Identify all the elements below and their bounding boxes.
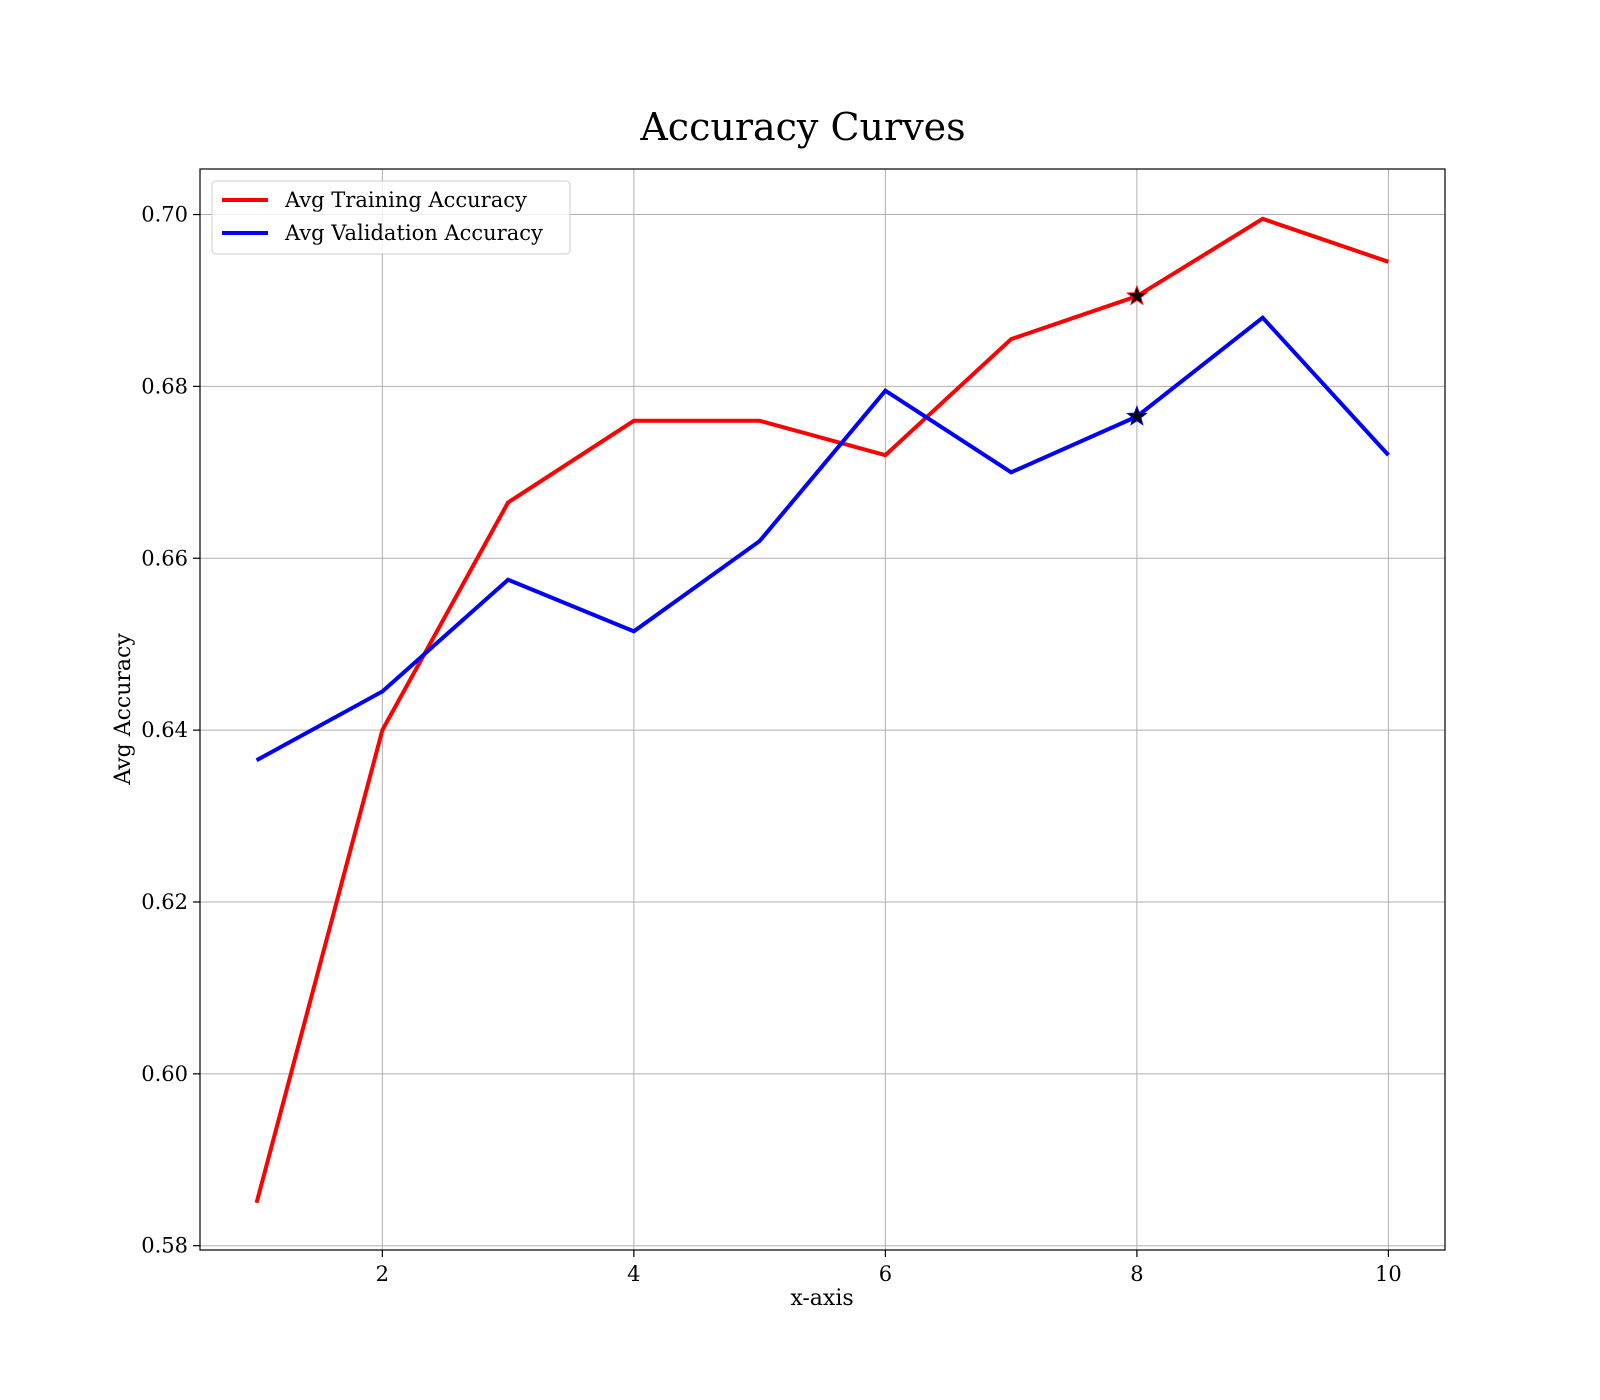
- grid-lines: [200, 169, 1445, 1250]
- x-tick-label: 2: [376, 1262, 389, 1286]
- y-tick-label: 0.62: [141, 890, 188, 914]
- axis-ticks: 2 4 6 8 10 0.58 0.60 0.62 0.64 0.66 0.68 0.70: [141, 203, 1402, 1286]
- star-marker: [1126, 405, 1148, 426]
- y-tick-label: 0.66: [141, 546, 188, 570]
- y-tick-label: 0.64: [141, 718, 188, 742]
- legend: Avg Training Accuracy Avg Validation Accu…: [211, 180, 571, 255]
- y-axis-label: Avg Accuracy: [111, 633, 136, 786]
- x-tick-label: 8: [1130, 1262, 1143, 1286]
- legend-entry-label: Avg Training Accuracy: [284, 188, 527, 212]
- markers-layer: [1126, 284, 1148, 426]
- chart-title: Accuracy Curves: [639, 105, 965, 149]
- series-line-validation: [255, 314, 1390, 762]
- x-tick-label: 6: [879, 1262, 892, 1286]
- series-line-training: [254, 216, 1390, 1204]
- star-marker: [1126, 284, 1148, 306]
- x-axis-label: x-axis: [790, 1286, 853, 1311]
- y-tick-label: 0.70: [141, 203, 188, 227]
- plot-frame: [199, 168, 1446, 1251]
- legend-box: [211, 180, 571, 255]
- series-layer: [254, 216, 1390, 1204]
- x-tick-label: 10: [1375, 1262, 1402, 1286]
- legend-entry-label: Avg Validation Accuracy: [284, 221, 543, 245]
- y-tick-label: 0.58: [141, 1234, 188, 1258]
- y-tick-label: 0.68: [141, 374, 188, 398]
- y-tick-label: 0.60: [141, 1062, 188, 1086]
- x-tick-label: 4: [627, 1262, 640, 1286]
